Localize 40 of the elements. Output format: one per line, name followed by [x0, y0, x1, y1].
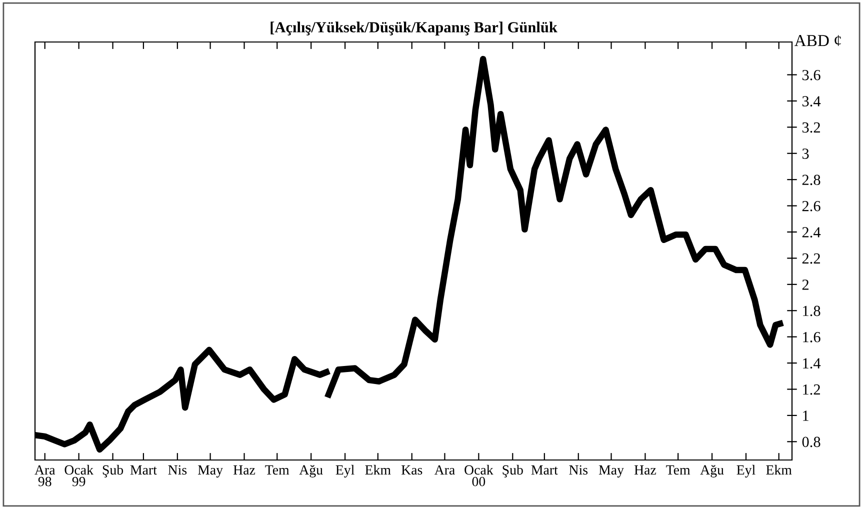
x-tick-label: Ara 98	[34, 465, 56, 486]
y-tick-label: 2.2	[802, 253, 820, 264]
y-tick-label: 3.6	[802, 70, 820, 80]
y-tick-label: 2	[802, 280, 809, 290]
y-tick-label: 3.4	[802, 96, 821, 106]
y-tick-label: 3	[802, 148, 809, 159]
x-tick-label: Ağu	[700, 464, 724, 478]
x-tick-label: Nis	[569, 465, 588, 475]
x-tick-label: Mart	[531, 465, 558, 475]
y-tick-label: 2.6	[802, 200, 820, 212]
x-tick-label: Eyl	[336, 464, 354, 478]
x-tick-label: Eyl	[736, 464, 756, 478]
x-tick-label: Ağu	[299, 464, 323, 478]
x-tick-label: Ocak 00	[464, 464, 494, 486]
x-tick-label: May	[598, 465, 624, 478]
chart-title: [Açılış/Yüksek/Düşük/Kapanış Bar] Günlük	[270, 22, 558, 36]
y-tick-label: 1.6	[803, 332, 820, 342]
y-tick-label: 1.4	[803, 358, 821, 369]
y-tick-label: 3.2	[802, 122, 820, 133]
x-tick-label: Ekm	[365, 464, 391, 474]
y-tick-label: 2.4	[802, 227, 821, 238]
x-tick-label: Haz	[233, 465, 256, 475]
x-tick-label: Mart	[130, 465, 157, 475]
x-tick-label: Ocak 99	[64, 464, 94, 486]
x-tick-label: Şub	[502, 464, 523, 478]
y-tick-label: 1.8	[803, 306, 820, 316]
x-tick-label: Nis	[168, 465, 187, 475]
x-tick-label: Ekm	[766, 464, 792, 474]
y-tick-label: 0.8	[802, 436, 820, 448]
x-tick-label: Kas	[401, 465, 422, 475]
y-tick-label: 2.8	[802, 174, 820, 186]
y-axis-title: ABD ¢	[794, 35, 841, 46]
x-tick-label: Şub	[102, 464, 124, 478]
y-tick-label: 1.2	[803, 384, 820, 395]
x-tick-label: Haz	[634, 465, 656, 475]
y-tick-label: 1	[803, 410, 808, 421]
x-tick-label: Ara	[434, 465, 455, 475]
x-tick-label: May	[198, 465, 223, 478]
x-tick-label: Tem	[666, 465, 690, 475]
x-tick-label: Tem	[265, 465, 290, 475]
